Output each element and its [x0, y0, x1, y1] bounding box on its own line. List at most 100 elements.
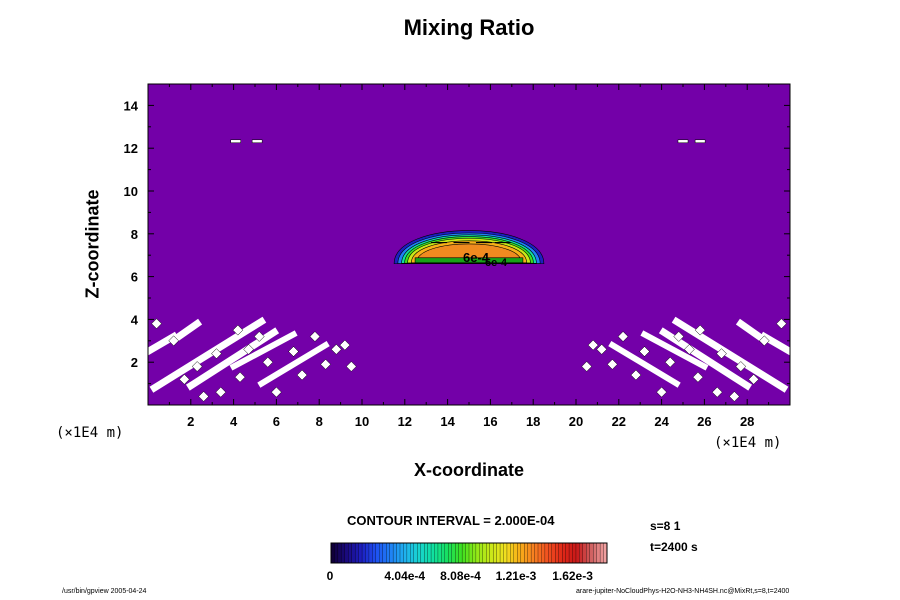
- colorbar-cell: [472, 542, 477, 564]
- colorbar-cell: [520, 542, 525, 564]
- missing-patch: [748, 373, 759, 385]
- colorbar-cell: [455, 542, 460, 564]
- missing-patch: [607, 358, 618, 370]
- colorbar-cell: [451, 542, 456, 564]
- colorbar-cell: [572, 542, 577, 564]
- missing-patch: [232, 324, 244, 336]
- z-tick-label: 2: [131, 355, 138, 370]
- colorbar-cell: [479, 542, 484, 564]
- missing-patch: [581, 361, 593, 372]
- colorbar-cell: [386, 542, 391, 564]
- colorbar-cell: [396, 542, 401, 564]
- missing-patch: [673, 331, 685, 342]
- z-axis-label: Z-coordinate: [82, 189, 103, 299]
- missing-patch: [234, 371, 246, 383]
- missing-strip: [759, 331, 795, 357]
- colorbar-cell: [430, 542, 435, 564]
- missing-patch: [684, 344, 695, 355]
- colorbar-cell: [575, 542, 580, 564]
- contour-label: 6e-4: [463, 250, 490, 265]
- missing-patch: [694, 139, 706, 144]
- missing-patch: [339, 339, 351, 351]
- missing-patch: [617, 331, 629, 342]
- colorbar-cell: [441, 542, 446, 564]
- colorbar-cell: [486, 542, 491, 564]
- t-info: t=2400 s: [650, 540, 698, 554]
- z-tick-label: 14: [124, 98, 139, 113]
- missing-patch: [309, 331, 321, 342]
- colorbar-cell: [344, 542, 349, 564]
- missing-patch: [271, 386, 282, 398]
- colorbar-cell: [534, 542, 539, 564]
- x-tick-label: 28: [740, 414, 754, 429]
- missing-patch: [656, 386, 667, 398]
- x-tick-label: 14: [440, 414, 455, 429]
- missing-strip: [640, 330, 709, 371]
- colorbar-cell: [389, 542, 394, 564]
- colorbar-cell: [427, 542, 432, 564]
- colorbar-tick-label: 4.04e-4: [384, 569, 426, 583]
- footer-command: /usr/bin/gpview 2005-04-24: [62, 588, 147, 595]
- colorbar-cell: [524, 542, 529, 564]
- s-info: s=8 1: [650, 519, 681, 533]
- missing-strip: [608, 340, 681, 388]
- missing-strip: [229, 330, 298, 371]
- colorbar-cell: [417, 542, 422, 564]
- colorbar-cell: [382, 542, 387, 564]
- x-tick-label: 24: [654, 414, 669, 429]
- missing-patch: [776, 318, 787, 330]
- colorbar-cell: [537, 542, 542, 564]
- x-axis-label: X-coordinate: [413, 460, 524, 480]
- colorbar-cell: [558, 542, 563, 564]
- x-tick-label: 12: [398, 414, 412, 429]
- colorbar-cell: [527, 542, 532, 564]
- colorbar-cell: [337, 542, 342, 564]
- colorbar-cell: [482, 542, 487, 564]
- missing-strip: [170, 318, 203, 344]
- missing-patch: [677, 139, 689, 144]
- colorbar-cell: [475, 542, 480, 564]
- colorbar-cell: [375, 542, 380, 564]
- missing-patch: [735, 361, 747, 372]
- colorbar-tick-label: 0: [326, 569, 334, 583]
- colorbar-cell: [492, 542, 498, 564]
- colorbar-cell: [468, 542, 473, 564]
- colorbar-cell: [506, 542, 511, 564]
- colorbar-cell: [358, 542, 363, 564]
- missing-patch: [345, 361, 357, 372]
- missing-patch: [639, 346, 650, 357]
- missing-patch: [191, 361, 203, 372]
- missing-patch: [330, 344, 342, 355]
- footer-source: arare-jupiter-NoCloudPhys-H2O-NH3-NH4SH.…: [576, 588, 790, 595]
- colorbar-cell: [406, 542, 411, 564]
- colorbar-cell: [503, 542, 508, 564]
- contour-interval: CONTOUR INTERVAL = 2.000E-04: [347, 513, 555, 528]
- missing-patch: [179, 373, 190, 385]
- colorbar-cell: [579, 542, 584, 564]
- x-tick-label: 20: [569, 414, 583, 429]
- missing-patch: [251, 139, 263, 144]
- x-tick-label: 26: [697, 414, 711, 429]
- colorbar-cell: [372, 542, 377, 564]
- colorbar-cell: [596, 542, 601, 564]
- colorbar-tick-label: 1.62e-3: [552, 569, 593, 583]
- missing-patch: [694, 324, 706, 336]
- colorbar-cell: [510, 542, 515, 564]
- colorbar-cell: [582, 542, 587, 564]
- colorbar-cell: [496, 542, 501, 564]
- colorbar-cell: [351, 542, 356, 564]
- colorbar-cell: [365, 542, 370, 564]
- missing-strip: [671, 316, 789, 393]
- colorbar-cell: [403, 542, 408, 564]
- z-tick-label: 12: [124, 141, 138, 156]
- x-tick-label: 2: [187, 414, 194, 429]
- colorbar-cell: [465, 542, 470, 564]
- colorbar-cell: [434, 542, 439, 564]
- missing-strip: [257, 340, 330, 388]
- missing-patch: [151, 318, 162, 330]
- colorbar-cell: [551, 542, 556, 564]
- missing-patch: [716, 348, 727, 359]
- missing-patch: [288, 346, 299, 357]
- x-tick-label: 18: [526, 414, 540, 429]
